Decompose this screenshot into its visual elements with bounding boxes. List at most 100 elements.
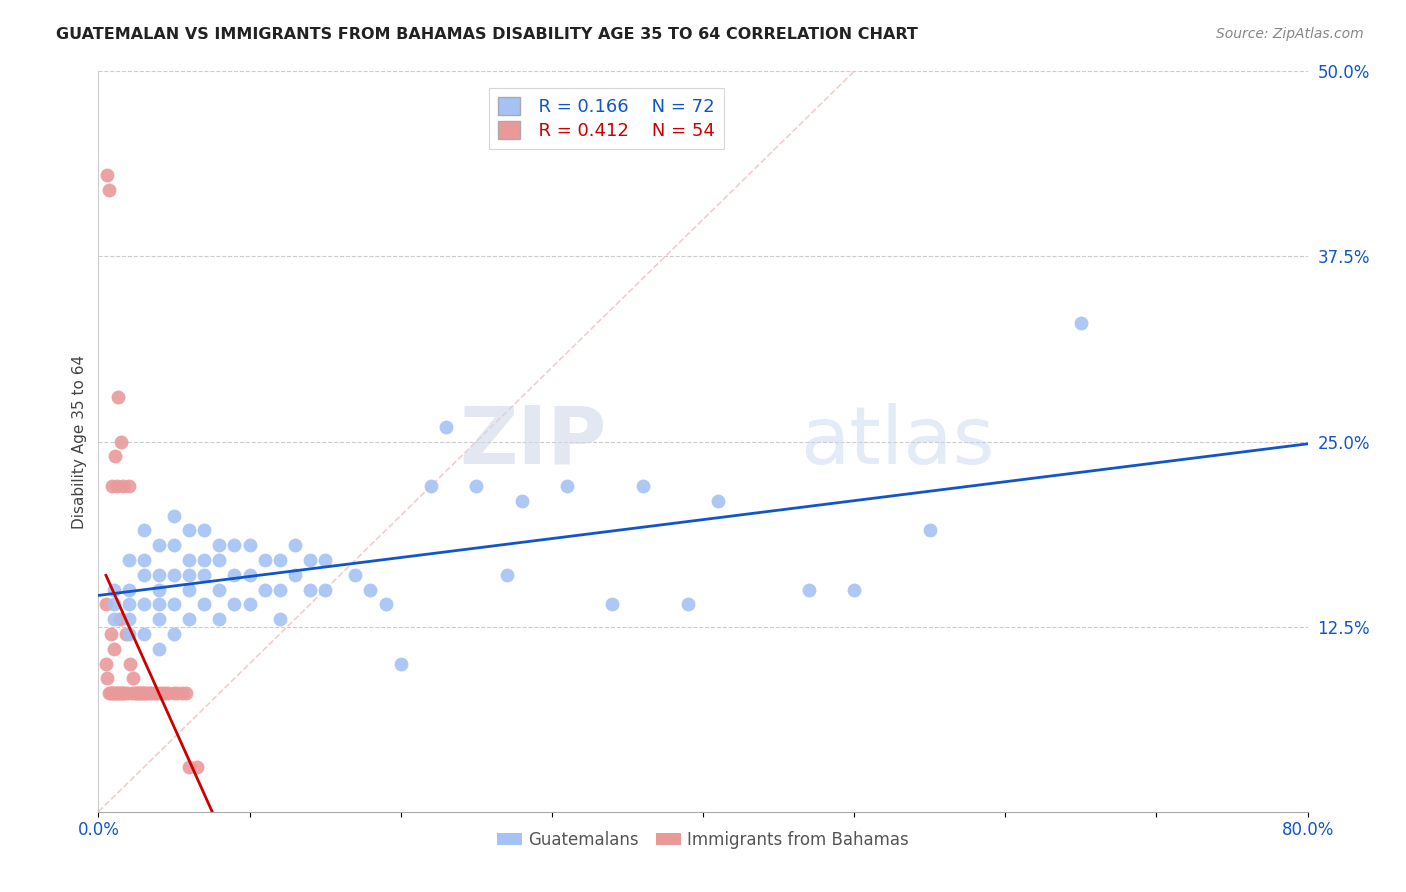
Point bbox=[166, 686, 188, 700]
Point bbox=[120, 657, 142, 671]
Point bbox=[94, 598, 117, 612]
Point bbox=[141, 686, 163, 700]
Point bbox=[344, 567, 367, 582]
Point bbox=[103, 686, 125, 700]
Point bbox=[122, 672, 145, 686]
Point bbox=[101, 686, 124, 700]
Point bbox=[676, 598, 699, 612]
Point bbox=[131, 686, 153, 700]
Point bbox=[148, 582, 170, 597]
Point bbox=[134, 686, 156, 700]
Point bbox=[602, 598, 624, 612]
Point bbox=[434, 419, 457, 434]
Point bbox=[179, 760, 201, 774]
Point bbox=[269, 582, 291, 597]
Point bbox=[148, 686, 170, 700]
Point bbox=[101, 479, 124, 493]
Point bbox=[124, 686, 146, 700]
Point bbox=[118, 627, 141, 641]
Point bbox=[132, 567, 155, 582]
Point bbox=[150, 686, 173, 700]
Point bbox=[98, 183, 121, 197]
Point bbox=[148, 612, 170, 626]
Point bbox=[132, 627, 155, 641]
Point bbox=[253, 582, 276, 597]
Point bbox=[135, 686, 157, 700]
Point bbox=[284, 538, 307, 552]
Point bbox=[114, 627, 136, 641]
Point bbox=[118, 612, 141, 626]
Point bbox=[148, 538, 170, 552]
Point bbox=[374, 598, 396, 612]
Point bbox=[129, 686, 152, 700]
Point bbox=[193, 598, 215, 612]
Point bbox=[224, 538, 246, 552]
Point bbox=[269, 612, 291, 626]
Point bbox=[121, 686, 143, 700]
Point bbox=[495, 567, 517, 582]
Point bbox=[186, 760, 208, 774]
Point bbox=[314, 553, 336, 567]
Point bbox=[103, 612, 125, 626]
Point bbox=[269, 553, 291, 567]
Point bbox=[389, 657, 412, 671]
Point bbox=[145, 686, 167, 700]
Text: GUATEMALAN VS IMMIGRANTS FROM BAHAMAS DISABILITY AGE 35 TO 64 CORRELATION CHART: GUATEMALAN VS IMMIGRANTS FROM BAHAMAS DI… bbox=[56, 27, 918, 42]
Point bbox=[314, 582, 336, 597]
Point bbox=[239, 598, 262, 612]
Point bbox=[118, 553, 141, 567]
Point bbox=[163, 508, 186, 523]
Point bbox=[224, 598, 246, 612]
Point bbox=[208, 612, 231, 626]
Point bbox=[103, 582, 125, 597]
Point bbox=[179, 524, 201, 538]
Point bbox=[420, 479, 443, 493]
Point bbox=[163, 567, 186, 582]
Point bbox=[360, 582, 382, 597]
Point bbox=[918, 524, 941, 538]
Point bbox=[163, 627, 186, 641]
Point bbox=[284, 567, 307, 582]
Text: atlas: atlas bbox=[800, 402, 994, 481]
Point bbox=[132, 524, 155, 538]
Point bbox=[465, 479, 488, 493]
Point bbox=[179, 612, 201, 626]
Point bbox=[299, 582, 322, 597]
Point bbox=[179, 567, 201, 582]
Y-axis label: Disability Age 35 to 64: Disability Age 35 to 64 bbox=[72, 354, 87, 529]
Point bbox=[118, 479, 141, 493]
Point bbox=[110, 686, 132, 700]
Point bbox=[139, 686, 162, 700]
Point bbox=[105, 686, 128, 700]
Point bbox=[132, 686, 155, 700]
Point bbox=[555, 479, 578, 493]
Point bbox=[707, 493, 730, 508]
Point bbox=[104, 450, 127, 464]
Point bbox=[170, 686, 193, 700]
Point bbox=[148, 641, 170, 656]
Text: ZIP: ZIP bbox=[458, 402, 606, 481]
Point bbox=[253, 553, 276, 567]
Point bbox=[148, 598, 170, 612]
Point bbox=[118, 598, 141, 612]
Point bbox=[208, 538, 231, 552]
Point bbox=[100, 627, 122, 641]
Point bbox=[193, 524, 215, 538]
Point bbox=[132, 598, 155, 612]
Point bbox=[163, 686, 186, 700]
Point bbox=[153, 686, 176, 700]
Point bbox=[631, 479, 654, 493]
Point bbox=[100, 686, 122, 700]
Point bbox=[844, 582, 866, 597]
Point bbox=[510, 493, 533, 508]
Point bbox=[163, 538, 186, 552]
Point bbox=[111, 686, 134, 700]
Point bbox=[107, 390, 129, 404]
Point bbox=[111, 479, 134, 493]
Legend: Guatemalans, Immigrants from Bahamas: Guatemalans, Immigrants from Bahamas bbox=[491, 824, 915, 855]
Point bbox=[239, 538, 262, 552]
Point bbox=[96, 672, 118, 686]
Point bbox=[174, 686, 197, 700]
Point bbox=[208, 553, 231, 567]
Point bbox=[193, 553, 215, 567]
